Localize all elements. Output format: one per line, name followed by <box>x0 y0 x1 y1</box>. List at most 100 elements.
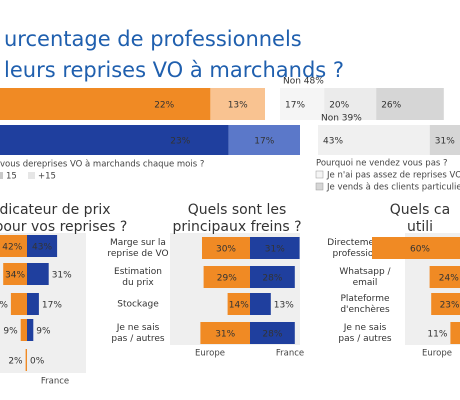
legend-swatch <box>315 182 324 191</box>
bar <box>25 349 27 371</box>
panel-title: s pour vos reprises ? <box>0 219 127 235</box>
bar-segment <box>318 125 430 155</box>
bar <box>27 293 39 315</box>
legend-swatch <box>0 172 3 179</box>
panel-title: principaux freins ? <box>173 219 302 235</box>
category-label: Whatsapp / <box>339 267 391 277</box>
value-label: 9% <box>3 327 18 337</box>
category-label: du prix <box>122 278 154 288</box>
bar <box>200 322 250 344</box>
legend-label: Je n'ai pas assez de reprises VO <box>326 171 460 181</box>
value-label: 23% <box>0 301 8 311</box>
series-name: Europe <box>422 349 452 359</box>
value-label: 28% <box>262 330 282 340</box>
bar <box>20 319 27 341</box>
series-name: France <box>276 349 304 359</box>
bar-segment <box>118 88 211 120</box>
value-label: 24% <box>439 274 459 284</box>
category-label: Estimation <box>114 267 162 277</box>
category-label: Marge sur la <box>110 238 166 248</box>
value-label: 31% <box>215 330 235 340</box>
legend-question: Pourquoi ne vendez vous pas ? <box>316 159 448 169</box>
bar <box>27 319 34 341</box>
value-label: 28% <box>262 274 282 284</box>
category-label: Je ne sais <box>116 323 160 333</box>
category-label: pas / autres <box>111 334 164 344</box>
bar <box>250 293 271 315</box>
panel-title: Quels ca <box>390 202 450 218</box>
value-label: 30% <box>216 245 236 255</box>
segment-label: 20% <box>329 101 349 111</box>
legend-question: vous dereprises VO à marchands chaque mo… <box>0 160 204 170</box>
segment-label: 31% <box>435 137 455 147</box>
bar <box>450 322 460 344</box>
value-label: 31% <box>265 245 285 255</box>
cropped-segment <box>0 88 118 120</box>
bar <box>429 266 460 288</box>
segment-label: 43% <box>323 137 343 147</box>
bar-segment <box>324 88 377 120</box>
no-label: Non 48% <box>283 77 324 87</box>
segment-label: 23% <box>170 137 190 147</box>
bar <box>372 237 460 259</box>
legend-swatch <box>28 172 35 179</box>
bar <box>250 237 300 259</box>
value-label: 31% <box>52 271 72 281</box>
value-label: 14% <box>229 301 249 311</box>
segment-label: 13% <box>228 101 248 111</box>
value-label: 29% <box>217 274 237 284</box>
value-label: 42% <box>2 243 22 253</box>
bar <box>227 293 250 315</box>
bar-segment <box>429 125 460 155</box>
bar <box>0 235 27 257</box>
panel-title: Quels sont les <box>188 202 287 218</box>
category-label: Plateforme <box>340 294 389 304</box>
category-label: professionnels <box>333 249 398 259</box>
bar-segment <box>210 88 265 120</box>
value-label: 60% <box>410 245 430 255</box>
value-label: 9% <box>36 327 51 337</box>
segment-label: 17% <box>285 101 305 111</box>
cropped-segment <box>0 125 132 155</box>
bar <box>431 293 460 315</box>
value-label: 11% <box>427 330 447 340</box>
value-label: 13% <box>274 301 294 311</box>
no-label: Non 39% <box>321 114 362 124</box>
bar <box>27 235 58 257</box>
category-label: d'enchères <box>340 304 390 315</box>
legend-label: Je vends à des clients particuliers <box>326 183 460 193</box>
category-label: Directement aux <box>327 238 403 248</box>
series-name: France <box>41 377 69 387</box>
category-label: pas / autres <box>338 334 391 344</box>
bar <box>250 266 295 288</box>
legend-label: +15 <box>38 172 56 182</box>
value-label: 2% <box>8 357 23 367</box>
bar <box>203 266 250 288</box>
bar <box>10 293 27 315</box>
bar-segment <box>132 125 229 155</box>
category-label: Je ne sais <box>343 323 387 333</box>
value-label: 23% <box>440 301 460 311</box>
title-line: leurs reprises VO à marchands ? <box>4 58 344 82</box>
bar <box>27 263 49 285</box>
bar-segment <box>280 88 325 120</box>
bar <box>3 263 27 285</box>
legend-swatch <box>315 170 324 179</box>
bar-segment <box>376 88 444 120</box>
value-label: 34% <box>5 271 25 281</box>
segment-label: 17% <box>254 137 274 147</box>
value-label: 43% <box>32 243 52 253</box>
title-line: urcentage de professionnels <box>4 27 302 51</box>
segment-label: 22% <box>154 101 174 111</box>
bar <box>202 237 250 259</box>
value-label: 17% <box>42 301 62 311</box>
series-name: Europe <box>195 349 225 359</box>
category-label: Stockage <box>117 300 159 310</box>
segment-label: 26% <box>381 101 401 111</box>
bar <box>250 322 295 344</box>
bar-segment <box>228 125 300 155</box>
panel-title: utili <box>407 219 433 235</box>
legend-label: 15 <box>6 172 17 182</box>
value-label: 0% <box>30 357 45 367</box>
